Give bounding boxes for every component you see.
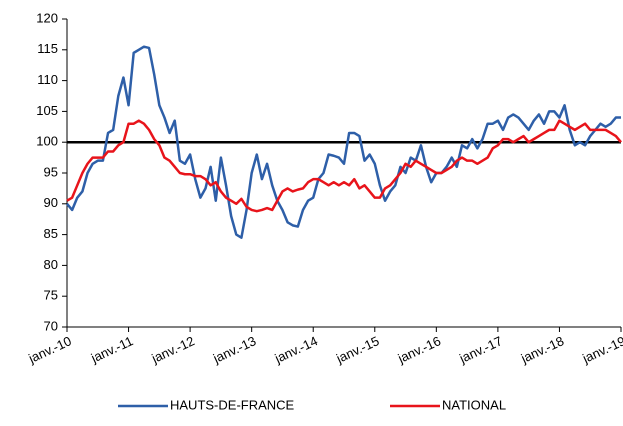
y-tick-label: 85 (44, 226, 58, 241)
y-tick-label: 105 (36, 103, 58, 118)
y-tick-label: 115 (37, 41, 58, 56)
y-tick-label: 90 (44, 195, 58, 210)
x-tick-label: janv.-17 (456, 333, 504, 366)
x-tick-label: janv.-18 (518, 333, 566, 366)
x-tick-label: janv.-19 (579, 333, 623, 366)
x-tick-label: janv.-12 (149, 333, 197, 366)
series-line (66, 119, 622, 213)
y-tick-label: 70 (44, 318, 58, 333)
y-tick-label: 75 (44, 288, 58, 303)
x-tick-label: janv.-10 (25, 333, 73, 366)
y-tick-label: 80 (44, 257, 58, 272)
y-tick-label: 100 (36, 134, 58, 149)
y-tick-label: 110 (37, 72, 58, 87)
legend-label: HAUTS-DE-FRANCE (170, 397, 295, 412)
y-tick-label: 95 (44, 164, 58, 179)
series-line (66, 45, 621, 239)
y-tick-label: 120 (36, 10, 58, 25)
x-tick-label: janv.-16 (395, 333, 443, 366)
x-tick-label: janv.-11 (88, 333, 135, 366)
x-tick-label: janv.-15 (333, 333, 381, 366)
x-tick-label: janv.-13 (210, 333, 258, 366)
x-tick-label: janv.-14 (272, 333, 320, 366)
legend-label: NATIONAL (442, 397, 506, 412)
